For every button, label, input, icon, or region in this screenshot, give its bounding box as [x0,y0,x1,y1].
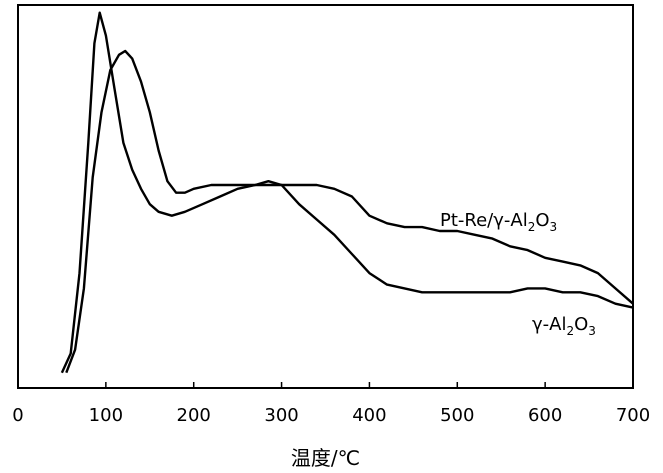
series-line-gamma-al2o3 [60,11,634,374]
x-axis-title: 温度/℃ [291,446,360,470]
series-label-text: O [574,314,588,335]
series-label-text: γ-Al [532,314,566,335]
x-tick-label: 700 [616,405,650,426]
x-tick-label: 100 [89,405,123,426]
series-label-subscript: 3 [588,324,596,338]
series-label-subscript: 3 [550,220,558,234]
series-label-text: O [535,210,549,231]
x-tick-label: 200 [177,405,211,426]
x-axis-ticks: 0 100 200 300 400 500 600 700 [12,382,650,426]
x-tick-label: 300 [264,405,298,426]
series-lines [60,11,634,374]
series-label-pt-re: Pt-Re/γ-Al2O3 [440,210,557,234]
plot-frame [17,4,634,389]
x-tick-label: 400 [352,405,386,426]
x-tick-label: 0 [12,405,23,426]
series-label-subscript: 2 [528,220,536,234]
x-tick-label: 500 [440,405,474,426]
series-label-text: Pt-Re/γ-Al [440,210,528,231]
x-tick-label: 600 [528,405,562,426]
series-label-subscript: 2 [566,324,574,338]
series-label-gamma-al2o3: γ-Al2O3 [532,314,596,338]
series-line-pt-re [65,49,634,374]
